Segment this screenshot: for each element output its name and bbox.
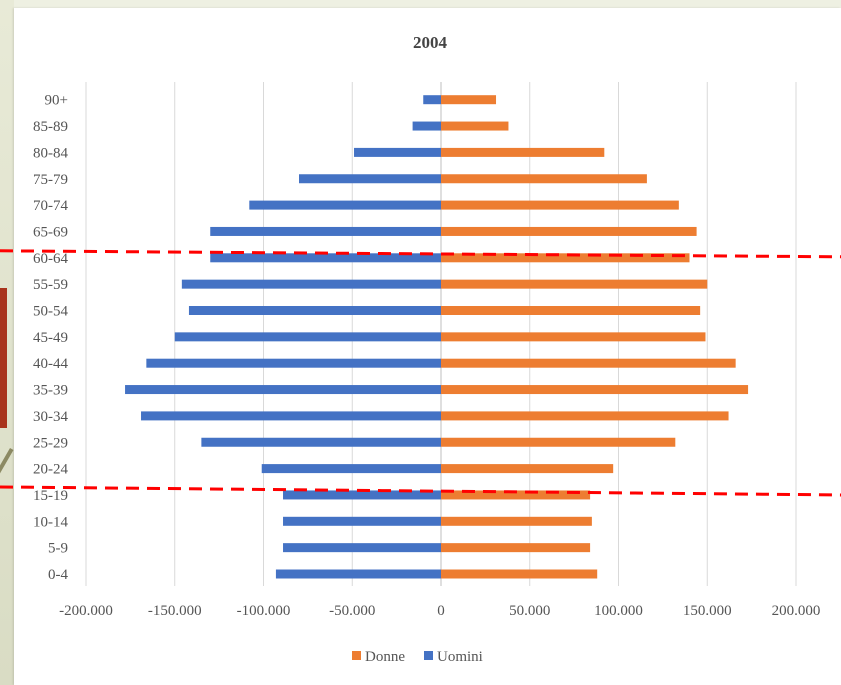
bar-donne-65-69 <box>441 226 697 236</box>
y-tick-label: 45-49 <box>33 330 68 346</box>
x-axis-labels: -200.000 -150.000 -100.000 -50.000 0 50.000 10… <box>59 603 820 619</box>
bar-donne-90+ <box>441 95 497 105</box>
y-tick-label: 20-24 <box>33 462 68 478</box>
chart-panel: 2004 0-4 5-9 10-14 15-19 20-24 25-29 30-34 35-3… <box>14 8 841 685</box>
bar-donne-30-34 <box>441 411 729 421</box>
bars <box>125 95 749 579</box>
bar-donne-75-79 <box>441 174 647 184</box>
bar-donne-35-39 <box>441 385 749 395</box>
y-axis-labels: 0-4 5-9 10-14 15-19 20-24 25-29 30-34 35-39 40-4… <box>33 93 68 583</box>
bar-uomini-70-74 <box>249 200 441 210</box>
bar-uomini-90+ <box>423 95 441 105</box>
legend-swatch-donne <box>352 651 361 660</box>
y-tick-label: 40-44 <box>33 356 68 372</box>
chart-title: 2004 <box>413 33 448 52</box>
bar-donne-45-49 <box>441 332 706 342</box>
x-tick-label: 0 <box>437 603 445 619</box>
bar-uomini-40-44 <box>146 358 441 368</box>
bar-uomini-65-69 <box>210 226 441 236</box>
y-tick-label: 55-59 <box>33 277 68 293</box>
x-tick-label: 50.000 <box>509 603 550 619</box>
y-tick-label: 75-79 <box>33 172 68 188</box>
y-tick-label: 15-19 <box>33 488 68 504</box>
bar-uomini-50-54 <box>188 306 441 315</box>
bar-donne-40-44 <box>441 358 736 368</box>
x-tick-label: 100.000 <box>594 603 643 619</box>
bar-donne-70-74 <box>441 200 679 210</box>
bar-uomini-10-14 <box>283 516 441 526</box>
bar-uomini-55-59 <box>181 279 441 289</box>
bar-uomini-45-49 <box>174 332 441 342</box>
bar-donne-60-64 <box>441 253 690 263</box>
legend-label-donne: Donne <box>365 649 405 665</box>
bar-donne-85-89 <box>441 121 509 131</box>
legend-swatch-uomini <box>424 651 433 660</box>
y-tick-label: 85-89 <box>33 119 68 135</box>
bar-donne-50-54 <box>441 306 701 315</box>
bar-uomini-60-64 <box>210 253 441 263</box>
bar-uomini-15-19 <box>283 490 441 500</box>
y-tick-label: 60-64 <box>33 251 68 267</box>
bar-donne-10-14 <box>441 516 592 526</box>
slide-red-accent <box>0 288 7 428</box>
y-tick-label: 65-69 <box>33 224 68 240</box>
bar-uomini-0-4 <box>275 569 441 579</box>
bar-uomini-85-89 <box>412 121 441 131</box>
bar-uomini-25-29 <box>201 437 441 447</box>
y-tick-label: 10-14 <box>33 514 68 530</box>
slide-left-margin <box>0 0 14 685</box>
x-tick-label: -50.000 <box>329 603 375 619</box>
bar-uomini-5-9 <box>283 543 441 553</box>
y-tick-label: 35-39 <box>33 383 68 399</box>
bar-donne-25-29 <box>441 437 676 447</box>
y-tick-label: 30-34 <box>33 409 68 425</box>
legend-label-uomini: Uomini <box>437 649 483 665</box>
y-tick-label: 90+ <box>45 93 68 109</box>
legend: Donne Uomini <box>352 649 483 665</box>
bar-donne-5-9 <box>441 543 591 553</box>
bar-donne-20-24 <box>441 464 614 474</box>
population-pyramid-chart: 2004 0-4 5-9 10-14 15-19 20-24 25-29 30-34 35-3… <box>33 33 820 665</box>
bar-uomini-80-84 <box>354 147 441 157</box>
y-tick-label: 80-84 <box>33 145 68 161</box>
y-tick-label: 70-74 <box>33 198 68 214</box>
bar-uomini-35-39 <box>125 385 442 395</box>
x-tick-label: -200.000 <box>59 603 113 619</box>
x-tick-label: 200.000 <box>772 603 821 619</box>
bar-uomini-30-34 <box>141 411 441 421</box>
y-tick-label: 5-9 <box>48 541 68 557</box>
y-tick-label: 50-54 <box>33 304 68 320</box>
y-tick-label: 0-4 <box>48 567 68 583</box>
x-tick-label: 150.000 <box>683 603 732 619</box>
bar-donne-15-19 <box>441 490 591 500</box>
bar-donne-55-59 <box>441 279 708 289</box>
bar-uomini-20-24 <box>261 464 441 474</box>
bar-donne-0-4 <box>441 569 598 579</box>
x-tick-label: -150.000 <box>148 603 202 619</box>
bar-uomini-75-79 <box>299 174 441 184</box>
y-tick-label: 25-29 <box>33 435 68 451</box>
bar-donne-80-84 <box>441 147 605 157</box>
x-tick-label: -100.000 <box>237 603 291 619</box>
